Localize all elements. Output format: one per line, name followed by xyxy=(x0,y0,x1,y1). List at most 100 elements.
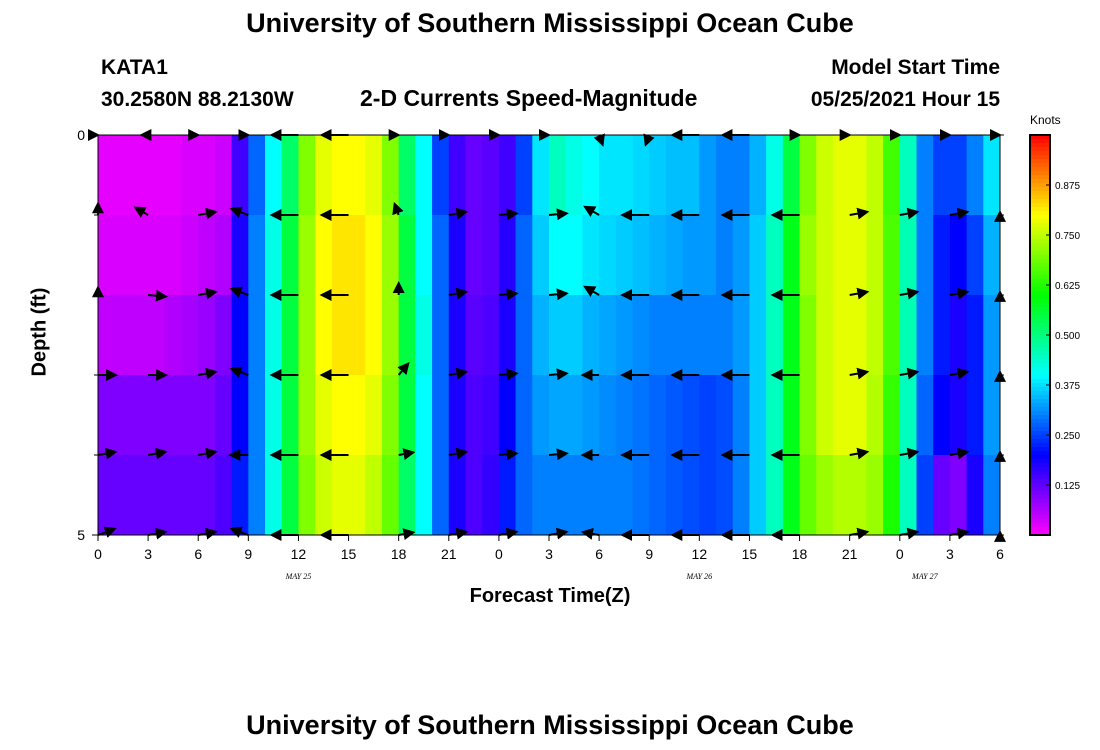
current-vector xyxy=(849,367,870,380)
colorbar-swatch xyxy=(1030,455,1050,460)
heatmap-cell xyxy=(682,215,700,296)
colorbar-swatch xyxy=(1030,479,1050,484)
heatmap-cell xyxy=(198,135,216,216)
colorbar-swatch xyxy=(1030,263,1050,268)
colorbar-swatch xyxy=(1030,147,1050,152)
current-vector xyxy=(398,448,416,461)
heatmap-cell xyxy=(331,375,350,456)
heatmap-cell xyxy=(899,455,917,536)
colorbar-swatch xyxy=(1030,235,1050,240)
heatmap-cell xyxy=(265,295,283,376)
y-axis-label: Depth (ft) xyxy=(28,287,51,377)
heatmap-cell xyxy=(448,455,466,536)
heatmap-cell xyxy=(148,295,166,376)
heatmap-cell xyxy=(699,295,717,376)
colorbar-swatch xyxy=(1030,347,1050,352)
heatmap-cell xyxy=(298,135,316,216)
x-tick-label: 15 xyxy=(742,546,758,562)
colorbar-swatch xyxy=(1030,411,1050,416)
colorbar-swatch xyxy=(1030,527,1050,532)
colorbar-swatch xyxy=(1030,427,1050,432)
heatmap-cell xyxy=(899,375,917,456)
current-vector xyxy=(498,368,519,381)
colorbar-tick-label: 0.375 xyxy=(1055,381,1080,392)
heatmap-cell xyxy=(966,135,984,216)
x-axis-label: Forecast Time(Z) xyxy=(469,585,631,607)
heatmap-layer xyxy=(98,135,1001,536)
colorbar-swatch xyxy=(1030,399,1050,404)
colorbar-swatch xyxy=(1030,435,1050,440)
heatmap-cell xyxy=(866,215,884,296)
heatmap-cell xyxy=(866,295,884,376)
heatmap-cell xyxy=(532,215,550,296)
heatmap-cell xyxy=(816,295,834,376)
heatmap-cell xyxy=(749,375,767,456)
heatmap-cell xyxy=(649,295,667,376)
footer-title: University of Southern Mississippi Ocean… xyxy=(246,710,854,740)
colorbar-swatch xyxy=(1030,327,1050,332)
current-vector xyxy=(899,367,920,380)
current-vector xyxy=(448,447,469,460)
colorbar-swatch xyxy=(1030,279,1050,284)
heatmap-cell xyxy=(398,215,416,296)
station-coords: 30.2580N 88.2130W xyxy=(101,88,294,111)
heatmap-cell xyxy=(214,135,233,216)
colorbar-swatch xyxy=(1030,359,1050,364)
heatmap-cell xyxy=(766,455,784,536)
heatmap-cell xyxy=(198,215,216,296)
heatmap-cell xyxy=(699,375,717,456)
heatmap-cell xyxy=(398,295,416,376)
model-start-time: 05/25/2021 Hour 15 xyxy=(810,88,1000,111)
x-tick-label: 12 xyxy=(692,546,708,562)
heatmap-cell xyxy=(649,135,667,216)
date-label: MAY 25 xyxy=(285,572,312,581)
x-tick-label: 9 xyxy=(645,546,653,562)
heatmap-cell xyxy=(966,455,984,536)
current-vector xyxy=(498,527,519,540)
colorbar-swatch xyxy=(1030,423,1050,428)
current-vector xyxy=(448,207,469,220)
colorbar-swatch xyxy=(1030,151,1050,156)
heatmap-cell xyxy=(582,375,600,456)
colorbar-swatch xyxy=(1030,531,1050,536)
heatmap-cell xyxy=(816,375,834,456)
heatmap-cell xyxy=(498,455,517,536)
heatmap-cell xyxy=(482,455,500,536)
heatmap-cell xyxy=(415,215,433,296)
heatmap-cell xyxy=(665,455,684,536)
heatmap-cell xyxy=(415,295,433,376)
heatmap-cell xyxy=(248,375,266,456)
heatmap-cell xyxy=(248,455,266,536)
colorbar-swatch xyxy=(1030,303,1050,308)
current-vector xyxy=(133,206,149,218)
heatmap-cell xyxy=(164,295,183,376)
heatmap-cell xyxy=(148,215,166,296)
colorbar-swatch xyxy=(1030,219,1050,224)
heatmap-cell xyxy=(582,295,600,376)
heatmap-cell xyxy=(448,295,466,376)
current-vector xyxy=(849,527,870,540)
heatmap-cell xyxy=(231,455,249,536)
heatmap-cell xyxy=(565,455,583,536)
heatmap-cell xyxy=(916,215,934,296)
current-vector xyxy=(498,288,519,301)
colorbar-swatch xyxy=(1030,287,1050,292)
current-vector xyxy=(97,447,118,460)
heatmap-cell xyxy=(281,455,299,536)
heatmap-cell xyxy=(732,215,750,296)
heatmap-cell xyxy=(482,215,500,296)
heatmap-cell xyxy=(933,215,951,296)
heatmap-cell xyxy=(98,455,116,536)
colorbar-swatch xyxy=(1030,223,1050,228)
colorbar-swatch xyxy=(1030,159,1050,164)
heatmap-cell xyxy=(649,375,667,456)
heatmap-cell xyxy=(315,455,333,536)
heatmap-cell xyxy=(498,135,517,216)
current-vector xyxy=(448,287,469,300)
current-vector xyxy=(949,367,970,380)
heatmap-cell xyxy=(916,135,934,216)
x-tick-label: 15 xyxy=(341,546,357,562)
heatmap-cell xyxy=(214,375,233,456)
colorbar-swatch xyxy=(1030,175,1050,180)
heatmap-cell xyxy=(549,455,567,536)
